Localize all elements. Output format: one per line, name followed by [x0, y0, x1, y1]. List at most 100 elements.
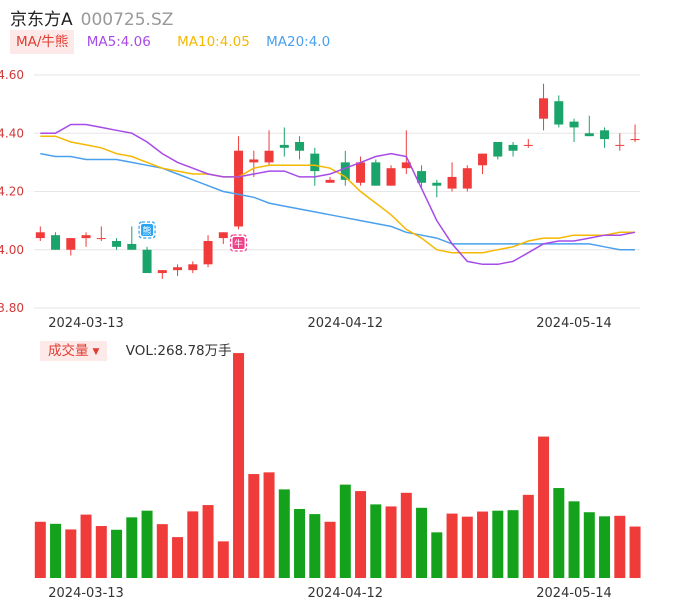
candle-body	[66, 238, 76, 250]
volume-bar	[156, 524, 168, 578]
volume-bar	[355, 491, 367, 578]
volume-bar	[416, 507, 428, 578]
marker-char: 熊	[143, 225, 152, 237]
candle-body	[173, 267, 183, 271]
candle-body	[340, 162, 350, 180]
candle-body	[279, 144, 289, 148]
volume-bar	[599, 516, 611, 578]
candle-body	[493, 141, 503, 157]
volume-bar	[187, 511, 199, 578]
price-axis-tick-label: 4.40	[0, 126, 24, 140]
candle-body	[234, 150, 244, 227]
volume-bar	[202, 505, 214, 578]
dropdown-triangle-icon: ▼	[92, 347, 100, 357]
volume-bar	[583, 512, 595, 578]
candle-body	[432, 182, 442, 186]
price-axis-tick-label: 4.00	[0, 243, 24, 257]
volume-bar	[126, 517, 138, 578]
candle-body	[218, 232, 228, 239]
volume-bar	[370, 504, 382, 578]
candle-body	[508, 144, 518, 151]
price-axis-tick-label: 3.80	[0, 301, 24, 315]
volume-bar	[538, 436, 550, 578]
volume-bar	[111, 529, 123, 578]
volume-bar	[233, 353, 245, 578]
marker-char: 牛	[234, 238, 243, 250]
volume-bar	[461, 516, 473, 578]
volume-bar	[141, 510, 153, 578]
price-axis-tick-label: 4.20	[0, 185, 24, 199]
bull-marker-icon: 牛	[229, 234, 248, 252]
volume-bar	[278, 489, 290, 578]
candle-body	[478, 153, 488, 166]
volume-bar	[522, 494, 534, 578]
candle-body	[569, 121, 579, 128]
stock-code: 000725.SZ	[80, 10, 174, 30]
volume-value: VOL:268.78万手	[125, 343, 232, 359]
price-date-label: 2024-04-12	[308, 316, 384, 331]
price-axis-tick-label: 4.60	[0, 68, 24, 82]
candle-body	[630, 139, 640, 141]
volume-legend: 成交量 ▼ VOL:268.78万手	[40, 341, 232, 361]
candle-body	[584, 133, 594, 137]
candle-body	[127, 243, 137, 250]
volume-bar	[172, 537, 184, 578]
volume-bar	[339, 484, 351, 578]
candle-body	[356, 162, 366, 183]
candle-body	[96, 238, 106, 240]
volume-date-label: 2024-04-12	[308, 586, 384, 601]
candle-body	[51, 235, 61, 250]
candle-body	[157, 270, 167, 274]
stock-title: 京东方A 000725.SZ	[10, 5, 173, 30]
volume-indicator-selector[interactable]: 成交量 ▼	[40, 341, 108, 361]
volume-bar	[385, 506, 397, 578]
candle-body	[462, 168, 472, 189]
candle-body	[600, 130, 610, 140]
volume-bar	[492, 510, 504, 578]
candle-body	[386, 168, 396, 186]
volume-bar	[263, 472, 275, 578]
volume-bar	[477, 511, 489, 578]
ma20-legend: MA20:4.0	[266, 34, 331, 50]
volume-bar	[309, 514, 321, 578]
candle-body	[81, 235, 91, 239]
ma-indicator-selector[interactable]: MA/牛熊	[10, 30, 75, 54]
candle-body	[188, 264, 198, 271]
candle-body	[112, 241, 122, 247]
volume-bar	[400, 492, 412, 578]
ma-legend: MA/牛熊 MA5:4.06 MA10:4.05 MA20:4.0	[10, 30, 330, 54]
volume-bar	[80, 514, 92, 578]
price-date-label: 2024-03-13	[48, 316, 124, 331]
volume-bar	[629, 526, 641, 578]
volume-bar	[324, 521, 336, 578]
ma10-legend: MA10:4.05	[177, 34, 250, 50]
candle-body	[264, 150, 274, 163]
volume-bar	[294, 508, 306, 578]
volume-bar	[614, 515, 626, 578]
candle-body	[35, 232, 45, 239]
ma20-line	[40, 152, 635, 251]
candle-body	[417, 171, 427, 183]
volume-bar	[34, 521, 46, 578]
candle-body	[325, 179, 335, 183]
candle-body	[401, 162, 411, 169]
volume-date-label: 2024-03-13	[48, 586, 124, 601]
volume-bar	[50, 523, 62, 578]
volume-bar	[217, 541, 229, 578]
marker-fill	[141, 224, 154, 236]
volume-bar	[248, 474, 260, 578]
volume-bar	[95, 526, 107, 578]
ma10-line	[40, 135, 635, 254]
volume-date-label: 2024-05-14	[536, 586, 612, 601]
candle-body	[554, 101, 564, 125]
candle-body	[615, 144, 625, 146]
candle-body	[371, 162, 381, 186]
ma5-legend: MA5:4.06	[86, 34, 151, 50]
candle-body	[539, 98, 549, 119]
volume-bar	[507, 510, 519, 578]
volume-bar	[446, 513, 458, 578]
volume-bar	[553, 488, 565, 578]
candle-body	[310, 153, 320, 172]
candle-body	[203, 241, 213, 265]
